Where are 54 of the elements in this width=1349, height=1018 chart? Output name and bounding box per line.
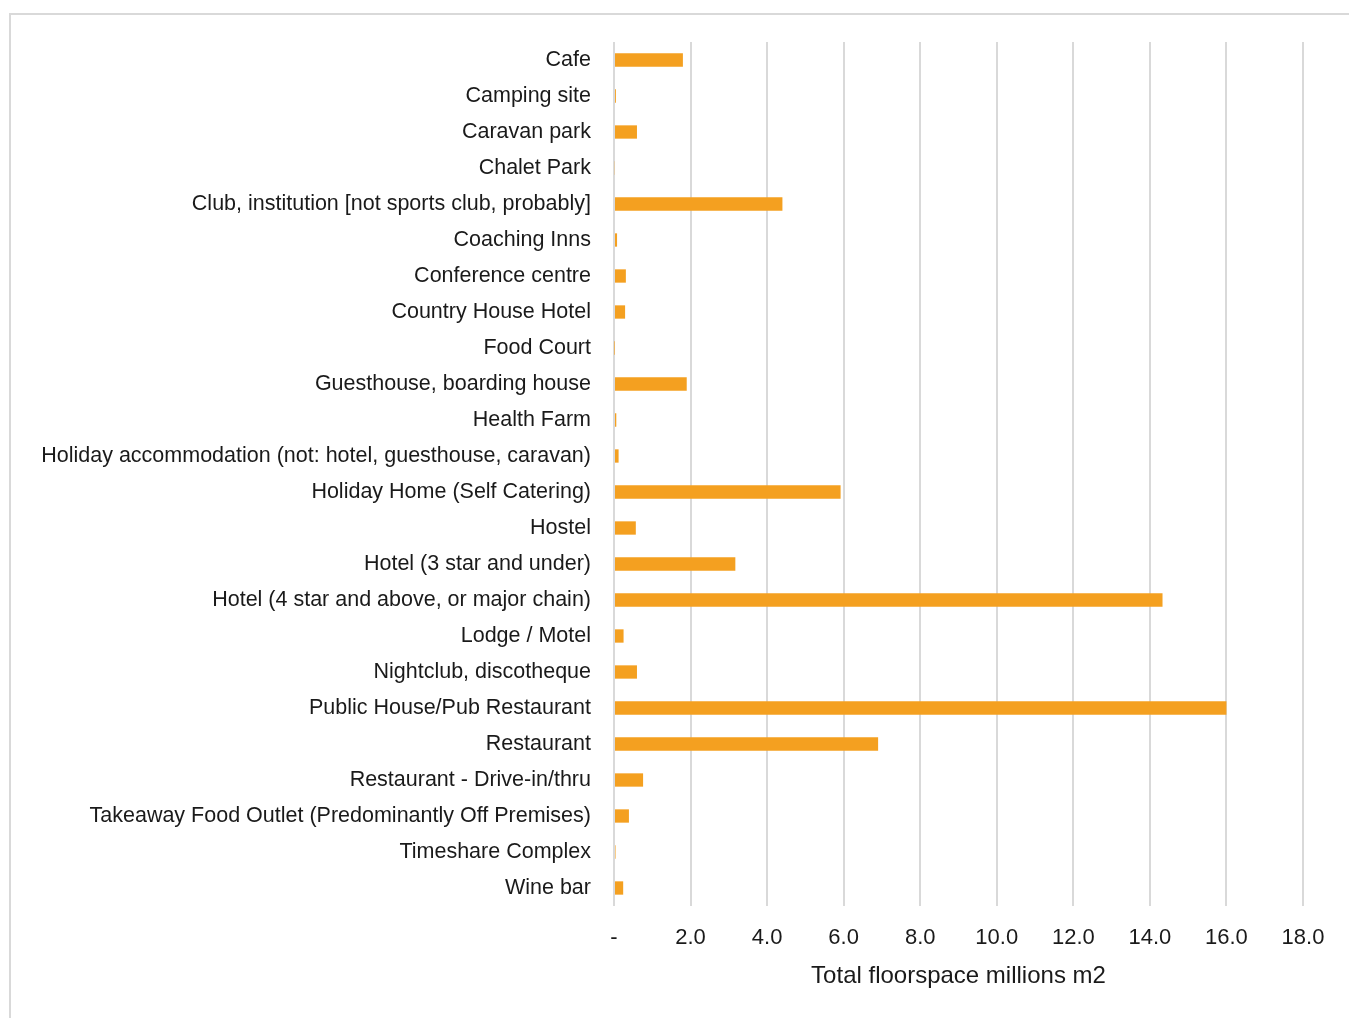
y-tick-label: Hotel (3 star and under)	[363, 550, 591, 575]
bar	[615, 305, 626, 319]
bar	[615, 809, 629, 823]
y-tick-label: Food Court	[483, 334, 592, 359]
y-tick-label: Takeaway Food Outlet (Predominantly Off Premises)	[89, 802, 591, 827]
bar	[615, 737, 879, 751]
x-tick-label: -	[610, 924, 618, 950]
y-tick-label: Club, institution [not sports club, probably]	[191, 190, 591, 215]
y-tick-label: Hotel (4 star and above, or major chain)	[212, 586, 591, 611]
y-tick-label: Restaurant	[485, 730, 592, 755]
x-tick-label: 10.0	[975, 924, 1019, 950]
y-tick-label: Nightclub, discotheque	[373, 658, 591, 683]
x-axis-title: Total floorspace millions m2	[811, 961, 1106, 989]
x-tick-label: 16.0	[1205, 924, 1248, 950]
bar	[615, 629, 624, 643]
y-tick-label: Camping site	[465, 82, 591, 107]
bar	[615, 197, 783, 211]
x-tick-label: 6.0	[828, 924, 859, 950]
y-tick-label: Coaching Inns	[453, 226, 591, 251]
y-tick-label: Guesthouse, boarding house	[314, 370, 591, 395]
bar	[615, 773, 644, 787]
bar	[615, 557, 736, 571]
bar	[615, 53, 683, 67]
bar	[615, 521, 636, 535]
y-tick-label: Restaurant - Drive-in/thru	[349, 766, 591, 791]
bar	[615, 701, 1227, 715]
bar	[615, 269, 626, 283]
y-tick-label: Health Farm	[472, 406, 591, 431]
x-tick-label: 8.0	[904, 924, 936, 950]
y-tick-label: Caravan park	[461, 118, 592, 143]
y-tick-label: Lodge / Motel	[460, 622, 591, 647]
x-tick-label: 2.0	[675, 924, 706, 950]
bar	[615, 125, 637, 139]
bar	[615, 485, 841, 499]
bar	[615, 665, 637, 679]
y-tick-label: Holiday accommodation (not: hotel, guesthouse, caravan)	[41, 442, 591, 467]
x-tick-label: 12.0	[1051, 924, 1095, 950]
y-tick-label: Country House Hotel	[391, 298, 591, 323]
x-tick-label: 14.0	[1128, 924, 1172, 950]
y-tick-label: Wine bar	[504, 874, 591, 899]
y-tick-label: Holiday Home (Self Catering)	[311, 478, 591, 503]
x-tick-label: 4.0	[751, 924, 783, 950]
x-tick-label: 18.0	[1281, 924, 1325, 950]
y-tick-label: Conference centre	[414, 262, 591, 287]
bar	[615, 593, 1163, 607]
bar	[615, 881, 624, 895]
y-tick-label: Public House/Pub Restaurant	[308, 694, 592, 719]
bar	[615, 449, 619, 463]
bar	[615, 233, 618, 247]
bar	[615, 377, 687, 391]
y-tick-label: Timeshare Complex	[399, 838, 592, 863]
y-tick-label: Hostel	[530, 514, 591, 539]
y-tick-label: Cafe	[545, 46, 591, 71]
y-tick-label: Chalet Park	[478, 154, 592, 179]
